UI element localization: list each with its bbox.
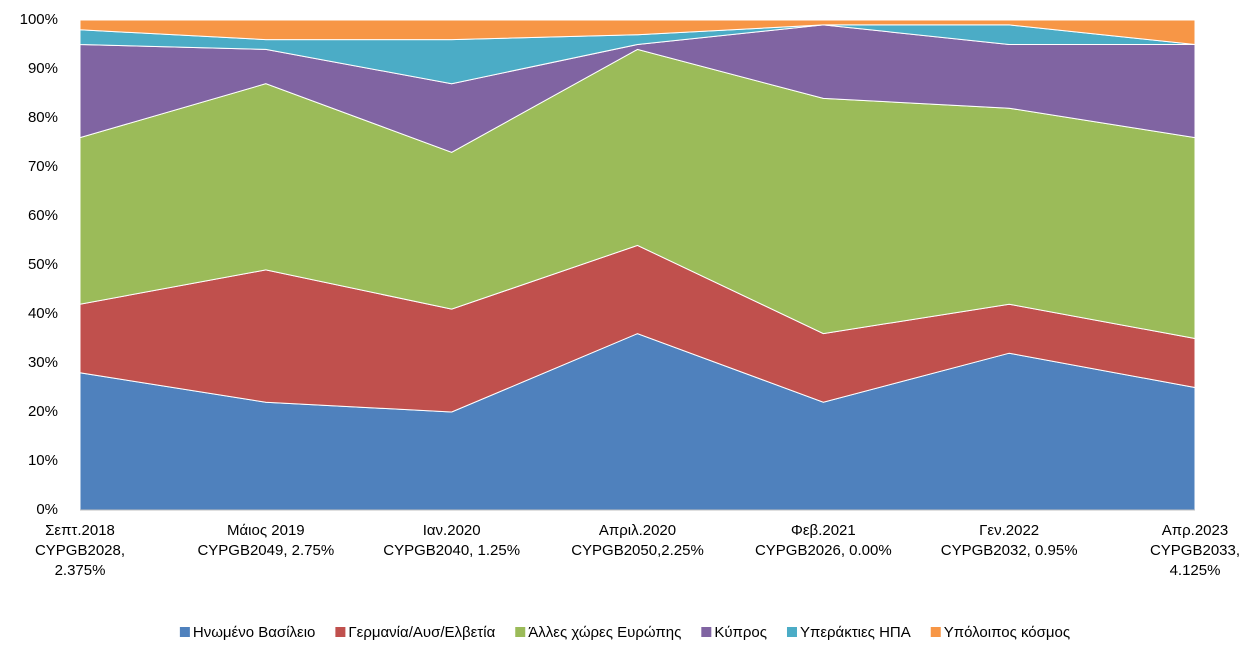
- legend-swatch: [701, 627, 712, 637]
- x-tick-label: Φεβ.2021 CYPGB2026, 0.00%: [755, 522, 892, 559]
- legend-swatch: [335, 627, 346, 637]
- y-tick-label: 50%: [28, 256, 58, 273]
- x-tick-label-line: Απριλ.2020: [599, 522, 676, 539]
- x-tick-label-line: Γεν.2022: [979, 522, 1039, 539]
- legend-swatch: [179, 627, 190, 637]
- x-tick-label-line: 4.125%: [1170, 562, 1221, 579]
- x-tick-label: Απριλ.2020 CYPGB2050,2.25%: [571, 522, 704, 559]
- y-tick-label: 60%: [28, 207, 58, 224]
- x-tick-label-line: 2.375%: [55, 562, 106, 579]
- x-tick-label-line: Σεπτ.2018: [45, 522, 115, 539]
- x-tick-label-line: CYPGB2050,2.25%: [571, 542, 704, 559]
- x-tick-label: Σεπτ.2018 CYPGB2028, 2.375%: [35, 522, 125, 579]
- x-tick-label: Γεν.2022 CYPGB2032, 0.95%: [941, 522, 1078, 559]
- legend-label: Άλλες χώρες Ευρώπης: [528, 624, 681, 641]
- x-tick-label: Ιαν.2020 CYPGB2040, 1.25%: [383, 522, 520, 559]
- x-tick-label-line: Απρ.2023: [1162, 522, 1228, 539]
- legend-swatch: [515, 627, 526, 637]
- area: [79, 19, 1196, 46]
- y-tick-label: 90%: [28, 60, 58, 77]
- y-tick-label: 100%: [20, 11, 58, 28]
- legend-label: Γερμανία/Αυσ/Ελβετία: [348, 624, 495, 641]
- x-tick-label-line: CYPGB2049, 2.75%: [197, 542, 334, 559]
- x-tick-label-line: Φεβ.2021: [791, 522, 856, 539]
- y-tick-label: 30%: [28, 354, 58, 371]
- legend-label: Κύπρος: [714, 624, 767, 641]
- y-tick-label: 10%: [28, 452, 58, 469]
- legend-label: Υπεράκτιες ΗΠΑ: [800, 624, 911, 641]
- legend-label: Υπόλοιπος κόσμος: [944, 624, 1070, 641]
- legend: Ηνωμένο Βασίλειο Γερμανία/Αυσ/Ελβετία Άλλε…: [179, 624, 1070, 641]
- x-tick-label-line: CYPGB2026, 0.00%: [755, 542, 892, 559]
- x-tick-label-line: CYPGB2040, 1.25%: [383, 542, 520, 559]
- x-tick-label-line: CYPGB2028,: [35, 542, 125, 559]
- legend-swatch: [786, 627, 797, 637]
- y-tick-label: 0%: [36, 501, 58, 518]
- legend-label: Ηνωμένο Βασίλειο: [193, 624, 316, 641]
- y-tick-label: 70%: [28, 158, 58, 175]
- legend-swatch: [930, 627, 941, 637]
- y-tick-label: 40%: [28, 305, 58, 322]
- x-tick-label-line: CYPGB2033,: [1150, 542, 1240, 559]
- x-tick-label-line: Μάιος 2019: [227, 522, 305, 539]
- x-tick-label-line: CYPGB2032, 0.95%: [941, 542, 1078, 559]
- y-tick-label: 80%: [28, 109, 58, 126]
- x-tick-label: Απρ.2023 CYPGB2033, 4.125%: [1150, 522, 1240, 579]
- x-tick-label-line: Ιαν.2020: [423, 522, 481, 539]
- y-tick-label: 20%: [28, 403, 58, 420]
- x-tick-label: Μάιος 2019 CYPGB2049, 2.75%: [197, 522, 334, 559]
